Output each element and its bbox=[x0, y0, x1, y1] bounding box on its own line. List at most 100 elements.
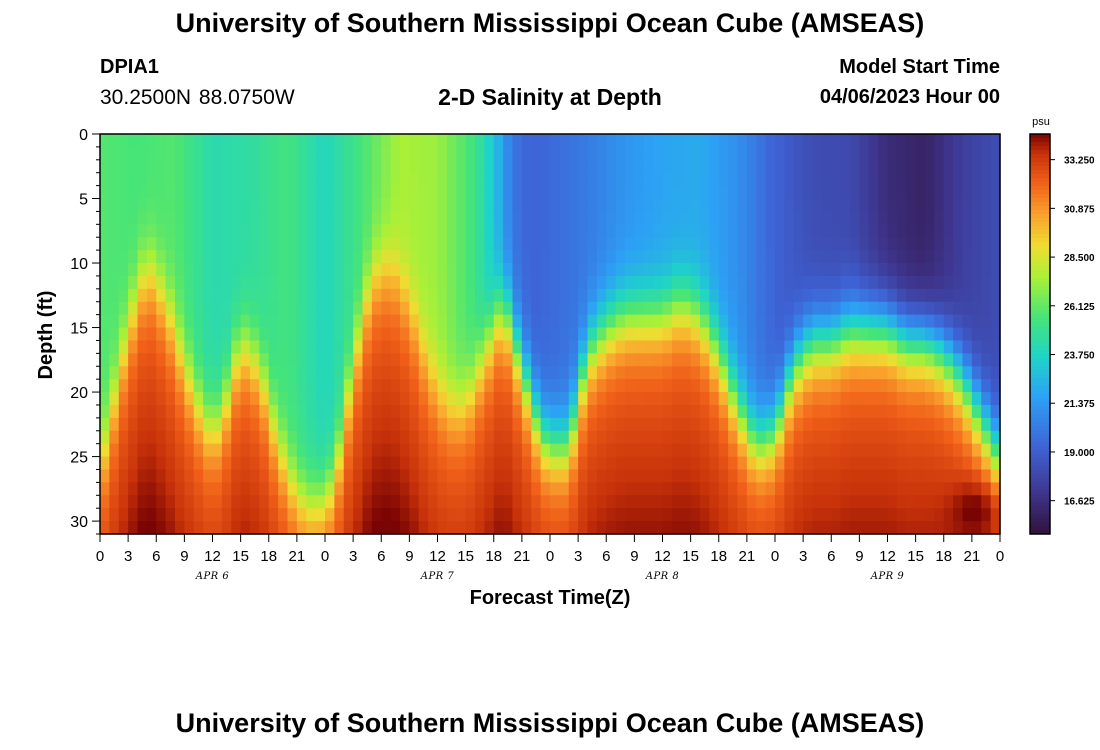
heatmap-cell bbox=[315, 443, 326, 458]
heatmap-cell bbox=[381, 379, 392, 393]
heatmap-cell bbox=[540, 301, 551, 316]
heatmap-cell bbox=[971, 250, 982, 264]
heatmap-cell bbox=[306, 521, 317, 535]
heatmap-cell bbox=[409, 237, 420, 251]
heatmap-cell bbox=[784, 353, 795, 367]
heatmap-cell bbox=[259, 495, 270, 509]
heatmap-cell bbox=[428, 392, 439, 406]
heatmap-cell bbox=[203, 327, 214, 342]
heatmap-cell bbox=[887, 211, 898, 225]
heatmap-cell bbox=[559, 508, 570, 522]
heatmap-cell bbox=[803, 288, 814, 303]
heatmap-cell bbox=[503, 250, 514, 264]
heatmap-cell bbox=[353, 456, 364, 471]
heatmap-cell bbox=[540, 250, 551, 264]
heatmap-cell bbox=[615, 146, 626, 161]
heatmap-cell bbox=[925, 327, 935, 342]
heatmap-cell bbox=[746, 224, 757, 238]
heatmap-cell bbox=[812, 211, 823, 225]
heatmap-cell bbox=[653, 379, 664, 393]
heatmap-cell bbox=[587, 340, 598, 354]
heatmap-cell bbox=[193, 172, 204, 187]
heatmap-cell bbox=[971, 288, 982, 303]
heatmap-cell bbox=[231, 508, 242, 522]
heatmap-cell bbox=[268, 379, 279, 393]
heatmap-cell bbox=[362, 353, 373, 367]
heatmap-cell bbox=[625, 185, 635, 200]
heatmap-cell bbox=[175, 275, 185, 290]
heatmap-cell bbox=[756, 404, 767, 419]
heatmap-cell bbox=[334, 430, 345, 445]
heatmap-cell bbox=[953, 211, 964, 225]
heatmap-cell bbox=[775, 159, 785, 174]
heatmap-cell bbox=[981, 237, 992, 251]
colorbar-segment bbox=[1030, 182, 1050, 187]
heatmap-cell bbox=[287, 172, 298, 187]
heatmap-cell bbox=[315, 495, 326, 509]
heatmap-cell bbox=[268, 198, 279, 213]
heatmap-cell bbox=[784, 495, 795, 509]
heatmap-cell bbox=[578, 250, 589, 264]
heatmap-cell bbox=[718, 327, 729, 342]
x-tick-label: 21 bbox=[964, 548, 981, 565]
heatmap-cell bbox=[287, 456, 298, 471]
heatmap-cell bbox=[381, 198, 392, 213]
heatmap-cell bbox=[531, 263, 542, 277]
heatmap-cell bbox=[521, 263, 532, 277]
heatmap-cell bbox=[896, 508, 907, 522]
heatmap-cell bbox=[203, 185, 214, 200]
heatmap-cell bbox=[934, 159, 945, 174]
heatmap-cell bbox=[578, 456, 589, 471]
heatmap-cell bbox=[662, 301, 673, 316]
heatmap-cell bbox=[503, 172, 514, 187]
heatmap-cell bbox=[559, 495, 570, 509]
heatmap-cell bbox=[465, 134, 476, 148]
heatmap-cell bbox=[934, 508, 945, 522]
heatmap-cell bbox=[821, 482, 832, 496]
heatmap-cell bbox=[221, 495, 232, 509]
heatmap-cell bbox=[990, 340, 1001, 354]
heatmap-cell bbox=[803, 159, 814, 174]
heatmap-cell bbox=[746, 379, 757, 393]
heatmap-cell bbox=[859, 430, 870, 445]
heatmap-cell bbox=[381, 211, 392, 225]
heatmap-cell bbox=[381, 275, 392, 290]
heatmap-cell bbox=[493, 508, 504, 522]
heatmap-cell bbox=[981, 159, 992, 174]
colorbar-segment bbox=[1030, 230, 1050, 235]
heatmap-cell bbox=[456, 250, 467, 264]
heatmap-cell bbox=[315, 314, 326, 329]
heatmap-cell bbox=[709, 417, 720, 432]
heatmap-cell bbox=[700, 288, 710, 303]
heatmap-cell bbox=[371, 456, 382, 471]
heatmap-cell bbox=[559, 314, 570, 329]
heatmap-cell bbox=[231, 275, 242, 290]
heatmap-cell bbox=[296, 237, 307, 251]
heatmap-cell bbox=[615, 430, 626, 445]
heatmap-cell bbox=[465, 314, 476, 329]
heatmap-cell bbox=[165, 417, 176, 432]
heatmap-cell bbox=[765, 456, 776, 471]
heatmap-cell bbox=[193, 521, 204, 535]
heatmap-cell bbox=[334, 353, 345, 367]
heatmap-cell bbox=[662, 353, 673, 367]
heatmap-cell bbox=[606, 263, 617, 277]
heatmap-cell bbox=[137, 379, 148, 393]
heatmap-cell bbox=[437, 211, 448, 225]
heatmap-cell bbox=[146, 456, 157, 471]
heatmap-cell bbox=[831, 353, 842, 367]
heatmap-cell bbox=[503, 417, 514, 432]
heatmap-cell bbox=[493, 366, 504, 380]
heatmap-cell bbox=[681, 508, 692, 522]
heatmap-cell bbox=[550, 301, 560, 316]
heatmap-cell bbox=[953, 353, 964, 367]
heatmap-cell bbox=[306, 404, 317, 419]
heatmap-cell bbox=[578, 134, 589, 148]
colorbar-segment bbox=[1030, 194, 1050, 199]
heatmap-cell bbox=[850, 211, 860, 225]
x-tick-label: 18 bbox=[710, 548, 727, 565]
heatmap-cell bbox=[981, 353, 992, 367]
heatmap-cell bbox=[409, 134, 420, 148]
heatmap-cell bbox=[343, 443, 354, 458]
heatmap-cell bbox=[259, 366, 270, 380]
